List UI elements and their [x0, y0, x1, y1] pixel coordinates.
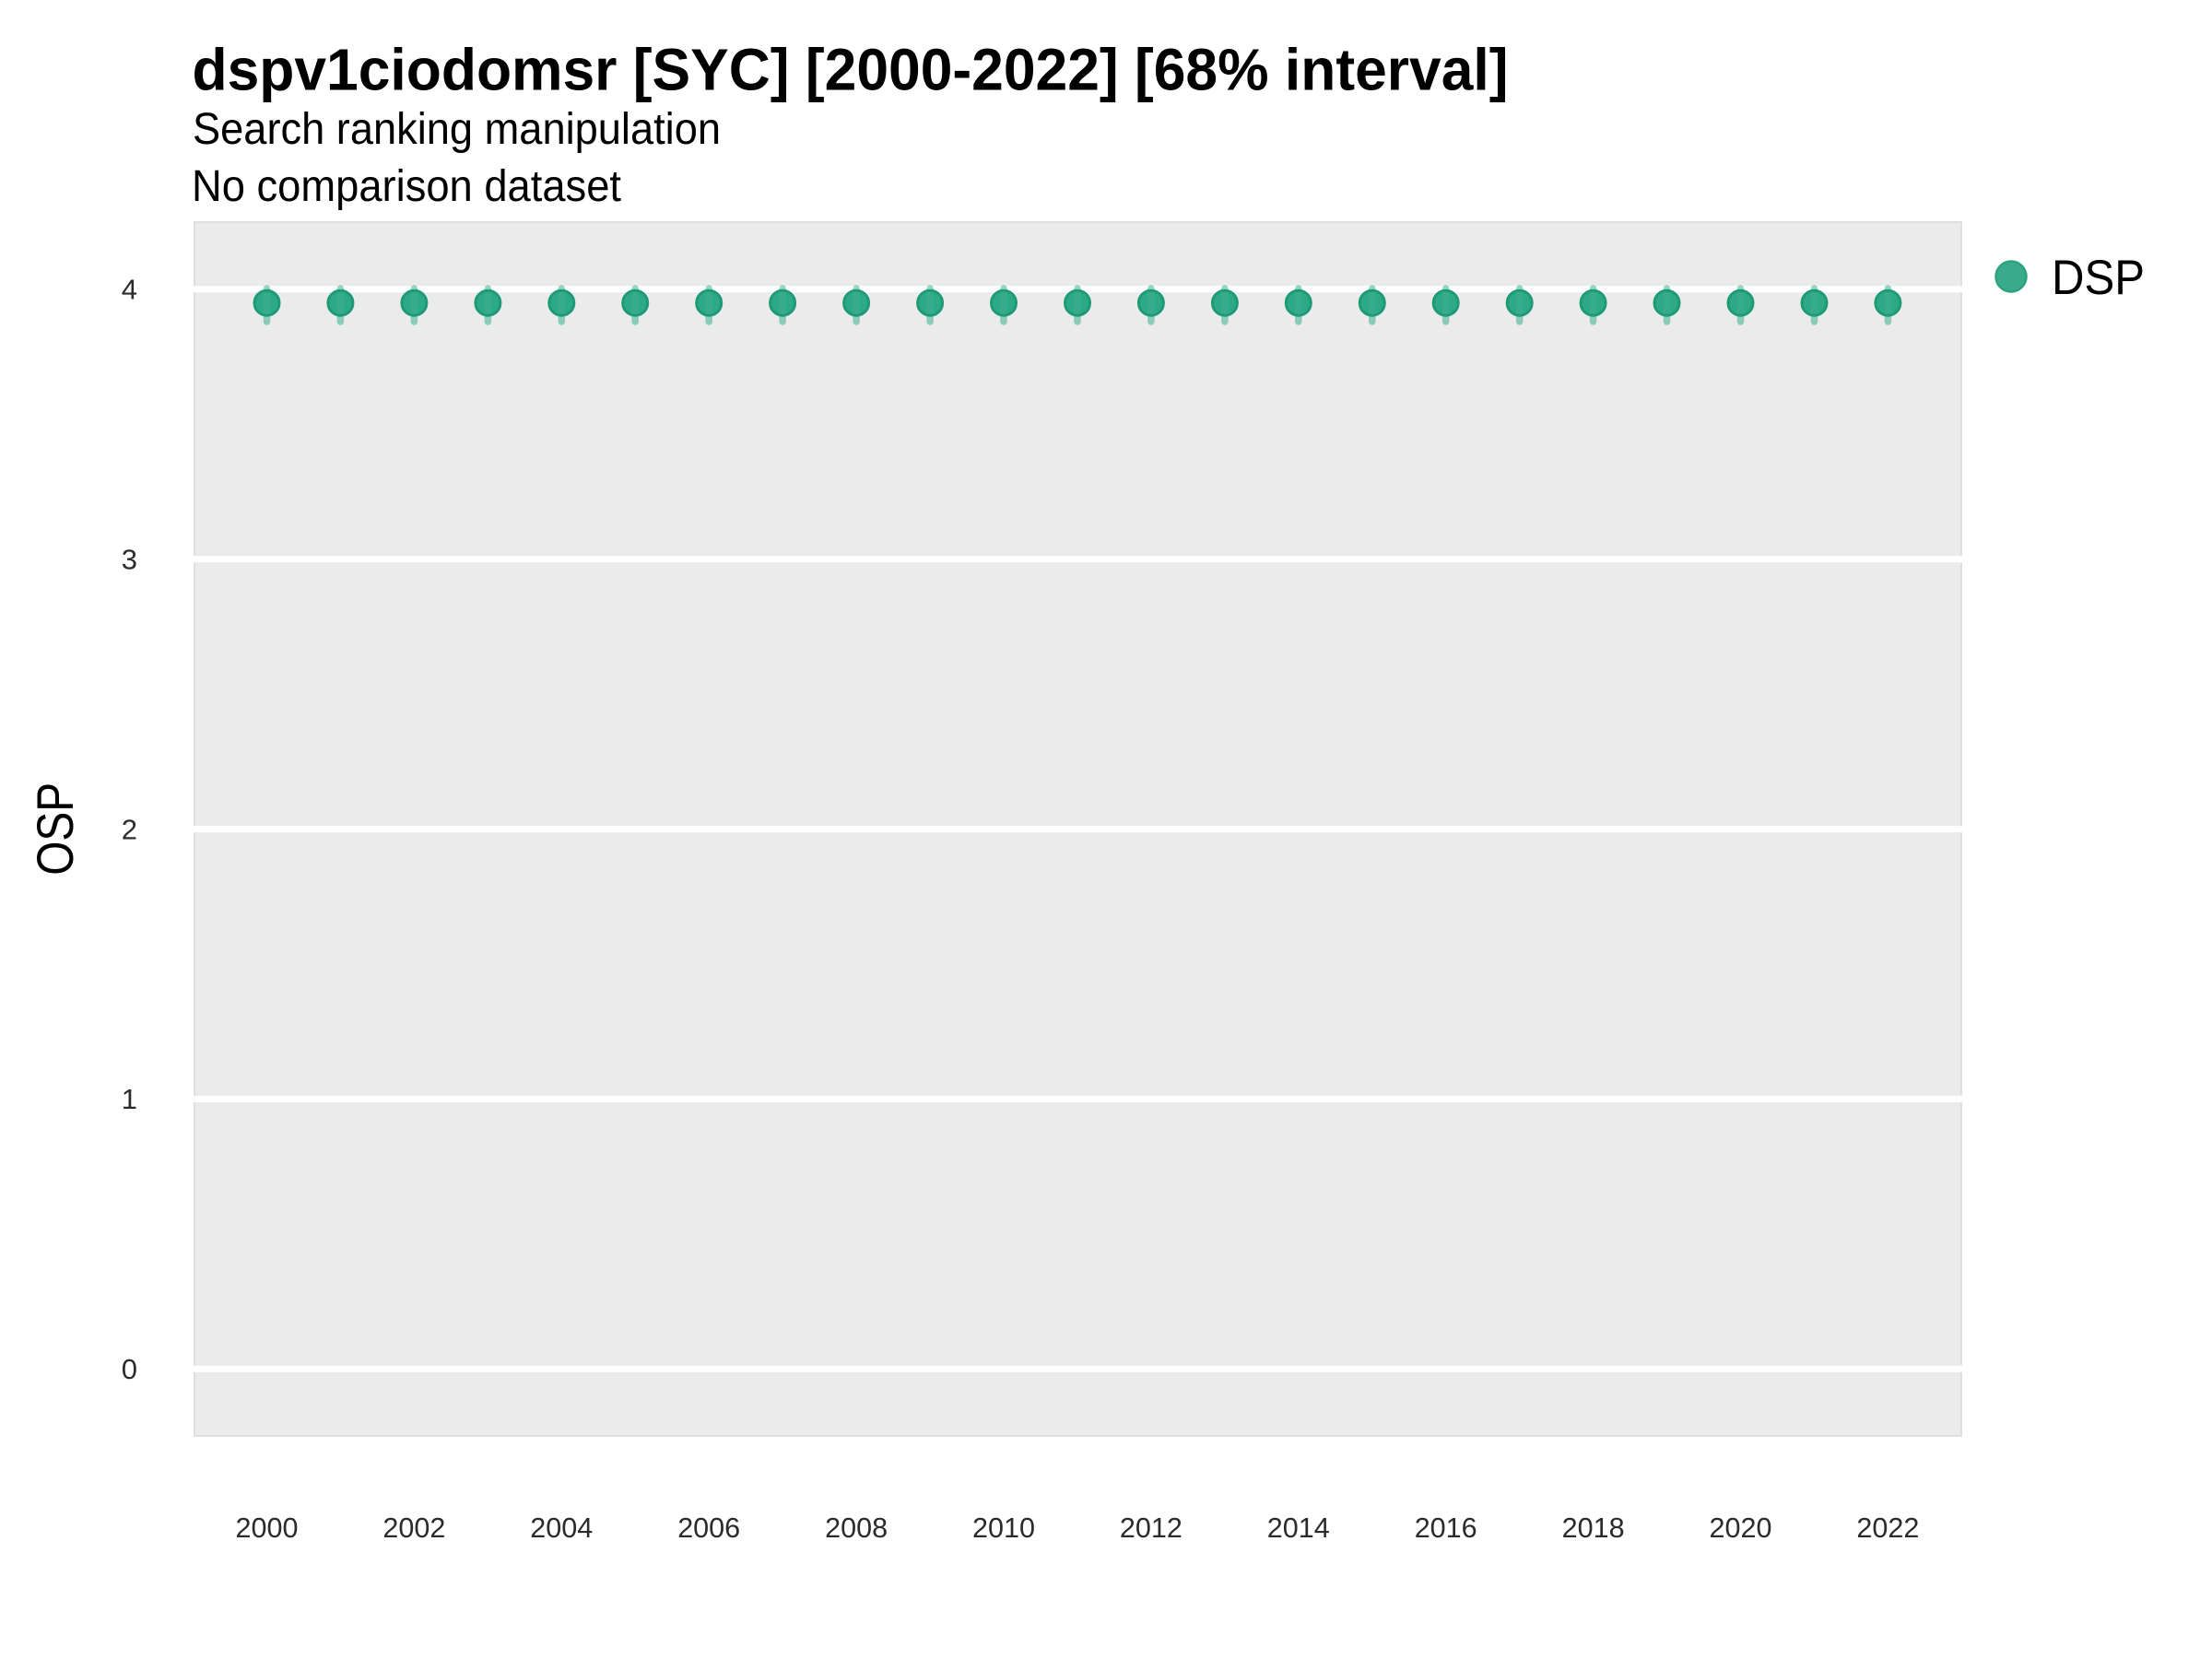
svg-text:2020: 2020: [1710, 1512, 1772, 1544]
svg-text:2008: 2008: [825, 1512, 888, 1544]
svg-text:2002: 2002: [382, 1512, 445, 1544]
svg-text:2006: 2006: [677, 1512, 740, 1544]
svg-text:0: 0: [122, 1353, 137, 1385]
svg-text:dspv1ciodomsr [SYC] [2000-2022: dspv1ciodomsr [SYC] [2000-2022] [68% int…: [193, 37, 1509, 103]
svg-text:2022: 2022: [1856, 1512, 1919, 1544]
svg-text:Search ranking manipulation: Search ranking manipulation: [193, 105, 721, 154]
svg-text:2000: 2000: [236, 1512, 299, 1544]
svg-text:1: 1: [122, 1083, 137, 1115]
svg-text:No comparison dataset: No comparison dataset: [192, 162, 621, 211]
svg-text:2004: 2004: [530, 1512, 593, 1544]
svg-text:2016: 2016: [1415, 1512, 1477, 1544]
svg-text:2018: 2018: [1562, 1512, 1625, 1544]
svg-text:2: 2: [122, 813, 137, 845]
svg-text:2010: 2010: [972, 1512, 1035, 1544]
svg-text:2012: 2012: [1120, 1512, 1182, 1544]
svg-text:DSP: DSP: [2052, 251, 2145, 305]
svg-text:2014: 2014: [1267, 1512, 1330, 1544]
svg-text:3: 3: [122, 544, 137, 576]
svg-text:OSP: OSP: [26, 782, 84, 876]
svg-text:4: 4: [122, 274, 137, 306]
